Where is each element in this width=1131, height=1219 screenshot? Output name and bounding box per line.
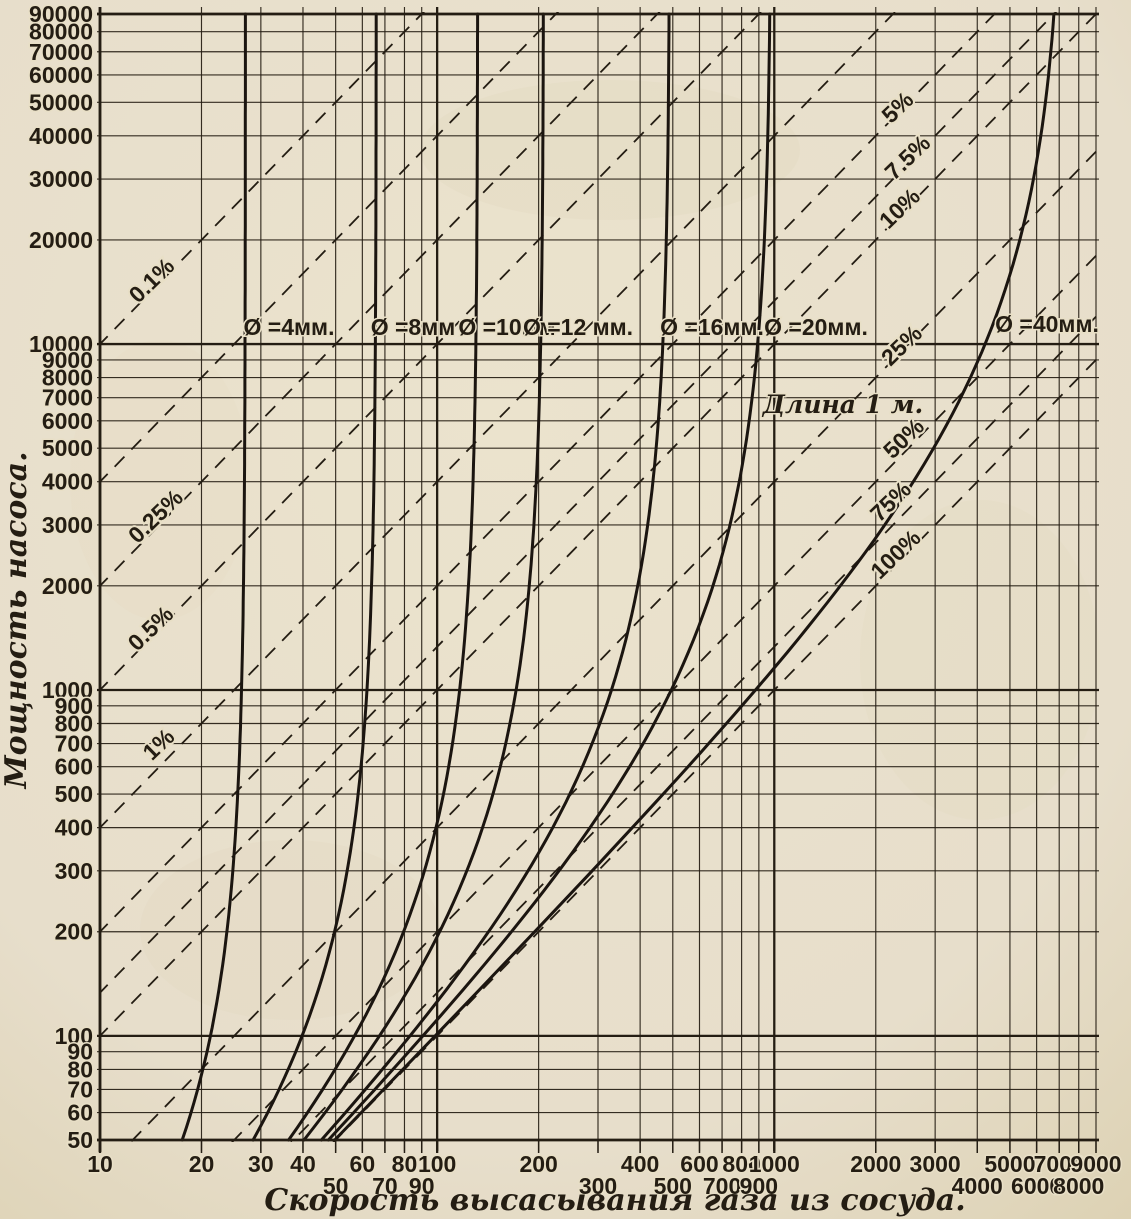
y-tick-label-70: 70 xyxy=(67,1076,93,1102)
x-tick-label-5000: 5000 xyxy=(984,1151,1035,1177)
y-tick-label-400: 400 xyxy=(55,815,93,841)
y-tick-label-5000: 5000 xyxy=(42,435,93,461)
y-tick-label-70000: 70000 xyxy=(29,39,93,65)
y-tick-label-90: 90 xyxy=(67,1039,93,1065)
paper-stains xyxy=(70,80,1100,1020)
diameter-label-4mm: Ø =4мм. xyxy=(244,314,335,340)
curve-20mm xyxy=(326,12,772,1142)
y-tick-label-4000: 4000 xyxy=(42,469,93,495)
x-tick-label-700: 700 xyxy=(703,1173,741,1199)
y-tick-label-700: 700 xyxy=(55,731,93,757)
y-tick-label-20000: 20000 xyxy=(29,227,93,253)
x-tick-label-1000: 1000 xyxy=(749,1151,800,1177)
x-tick-label-6000: 6000 xyxy=(1011,1173,1062,1199)
percent-line-2.5 xyxy=(100,12,897,829)
curve-40mm xyxy=(333,12,1056,1142)
x-tick-label-50: 50 xyxy=(323,1173,349,1199)
axis-ticks xyxy=(98,1140,1097,1153)
x-tick-label-900: 900 xyxy=(740,1173,778,1199)
x-tick-label-10: 10 xyxy=(87,1151,113,1177)
y-tick-label-300: 300 xyxy=(55,858,93,884)
y-tick-label-80000: 80000 xyxy=(29,19,93,45)
x-tick-label-40: 40 xyxy=(290,1151,316,1177)
y-tick-label-1000: 1000 xyxy=(42,677,93,703)
x-tick-label-4000: 4000 xyxy=(952,1173,1003,1199)
curve-10mm xyxy=(287,12,480,1142)
curve-4mm xyxy=(180,12,247,1142)
diameter-label-8mm: Ø =8мм xyxy=(371,314,456,340)
y-tick-label-80: 80 xyxy=(67,1056,93,1082)
x-tick-label-200: 200 xyxy=(519,1151,557,1177)
y-axis-title: Мощность насоса. xyxy=(0,451,34,789)
y-tick-label-500: 500 xyxy=(55,781,93,807)
y-tick-label-6000: 6000 xyxy=(42,408,93,434)
y-tick-label-7000: 7000 xyxy=(42,385,93,411)
x-tick-label-80: 80 xyxy=(392,1151,418,1177)
x-tick-label-2000: 2000 xyxy=(850,1151,901,1177)
x-tick-label-90: 90 xyxy=(409,1173,435,1199)
x-tick-label-9000: 9000 xyxy=(1070,1151,1121,1177)
y-tick-label-30000: 30000 xyxy=(29,166,93,192)
x-tick-label-600: 600 xyxy=(680,1151,718,1177)
y-tick-label-90000: 90000 xyxy=(29,1,93,27)
y-tick-label-50: 50 xyxy=(67,1127,93,1153)
x-tick-label-7000: 7000 xyxy=(1034,1151,1085,1177)
x-tick-label-800: 800 xyxy=(722,1151,760,1177)
y-tick-label-60000: 60000 xyxy=(29,62,93,88)
pipe-length-annotation: Длина 1 м. xyxy=(762,390,923,419)
y-tick-label-40000: 40000 xyxy=(29,123,93,149)
x-tick-label-3000: 3000 xyxy=(910,1151,961,1177)
x-tick-label-500: 500 xyxy=(654,1173,692,1199)
x-tick-label-30: 30 xyxy=(248,1151,274,1177)
y-tick-label-50000: 50000 xyxy=(29,89,93,115)
x-tick-label-20: 20 xyxy=(189,1151,215,1177)
y-tick-label-10000: 10000 xyxy=(29,331,93,357)
x-tick-label-8000: 8000 xyxy=(1053,1173,1104,1199)
percent-line-1 xyxy=(100,12,763,692)
x-tick-label-70: 70 xyxy=(372,1173,398,1199)
x-tick-label-300: 300 xyxy=(579,1173,617,1199)
y-tick-label-100: 100 xyxy=(55,1023,93,1049)
x-tick-label-100: 100 xyxy=(418,1151,456,1177)
y-tick-label-2000: 2000 xyxy=(42,573,93,599)
y-tick-label-900: 900 xyxy=(55,693,93,719)
diameter-label-20mm: Ø =20мм. xyxy=(764,314,868,340)
x-axis-title: Скорость высасывания газа из сосуда. xyxy=(264,1183,965,1218)
y-tick-label-3000: 3000 xyxy=(42,512,93,538)
x-tick-label-400: 400 xyxy=(621,1151,659,1177)
diameter-label-10mm: Ø =10мм xyxy=(458,314,555,340)
diameter-curves xyxy=(180,12,1056,1142)
diameter-label-40mm: Ø =40мм. xyxy=(995,311,1099,337)
y-tick-label-8000: 8000 xyxy=(42,365,93,391)
y-tick-label-800: 800 xyxy=(55,710,93,736)
diameter-label-16mm: Ø =16мм. xyxy=(660,314,764,340)
y-tick-label-600: 600 xyxy=(55,754,93,780)
y-tick-label-60: 60 xyxy=(67,1100,93,1126)
curve-8mm xyxy=(251,12,378,1142)
y-tick-label-9000: 9000 xyxy=(42,347,93,373)
y-tick-label-200: 200 xyxy=(55,919,93,945)
x-tick-label-60: 60 xyxy=(350,1151,376,1177)
curve-16mm xyxy=(319,12,671,1142)
curve-12mm xyxy=(302,12,545,1142)
diameter-label-12mm: Ø =12 мм. xyxy=(523,314,633,340)
